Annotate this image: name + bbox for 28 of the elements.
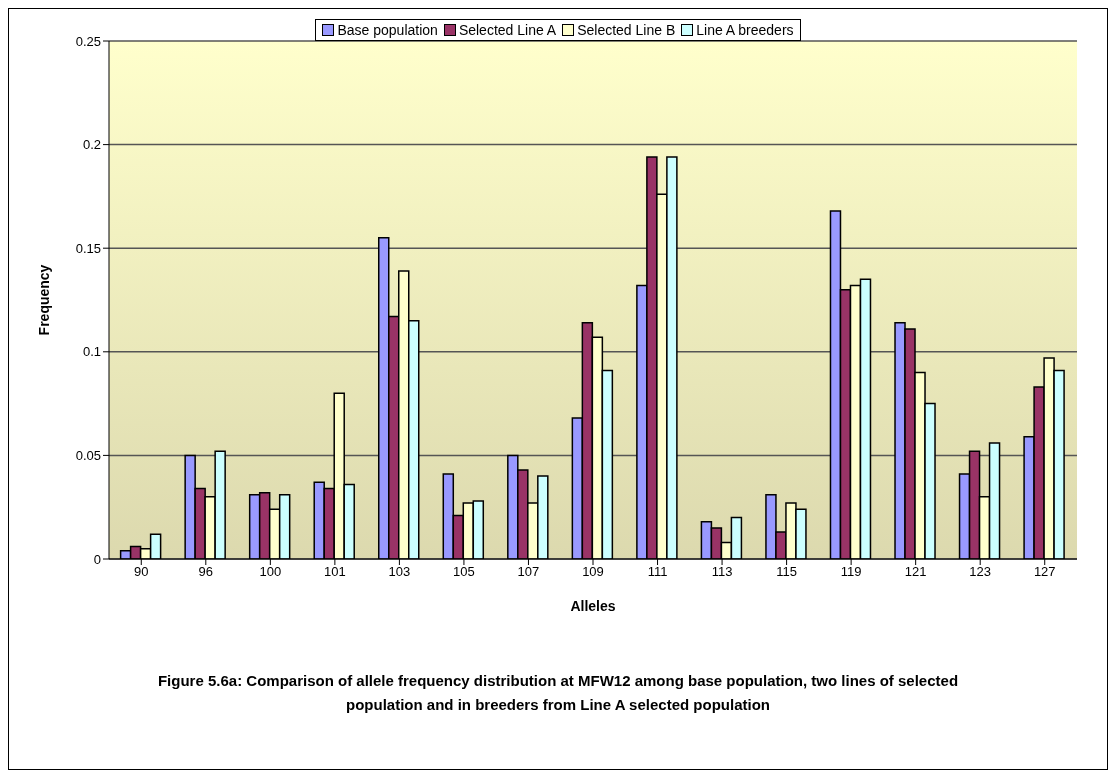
x-tick-label: 105 [453, 564, 475, 580]
y-tick-label: 0.05 [75, 448, 101, 464]
x-tick-label: 100 [259, 564, 282, 580]
y-tick-label: 0.1 [82, 344, 101, 360]
x-tick-label: 101 [324, 564, 346, 580]
y-tick-label: 0.15 [75, 240, 101, 256]
y-tick-label: 0.25 [75, 33, 101, 49]
x-tick-label: 90 [134, 564, 149, 580]
y-axis-title: Frequency [35, 264, 52, 336]
x-tick-label: 115 [776, 564, 797, 580]
legend-label: Line A breeders [696, 22, 794, 38]
y-tick-label: 0.2 [82, 137, 101, 153]
x-tick-label: 121 [904, 564, 927, 580]
x-tick-label: 107 [517, 564, 540, 580]
x-tick-label: 111 [647, 564, 668, 580]
x-tick-label: 119 [840, 564, 862, 580]
x-tick-label: 127 [1033, 564, 1056, 580]
legend-label: Selected Line A [458, 22, 557, 38]
legend-label: Selected Line B [577, 22, 676, 38]
x-tick-label: 96 [198, 564, 214, 580]
y-tick-label: 0 [93, 551, 101, 567]
x-tick-label: 113 [711, 564, 733, 580]
legend-label: Base population [337, 22, 438, 38]
x-tick-label: 109 [582, 564, 604, 580]
x-axis-title: Alleles [570, 598, 616, 614]
x-tick-label: 123 [969, 564, 992, 580]
caption: Figure 5.6a: Comparison of allele frequency distribution at MFW12 among base population, two lines of selected population and in breeders from Line A selected population [156, 671, 960, 715]
x-tick-label: 103 [388, 564, 411, 580]
